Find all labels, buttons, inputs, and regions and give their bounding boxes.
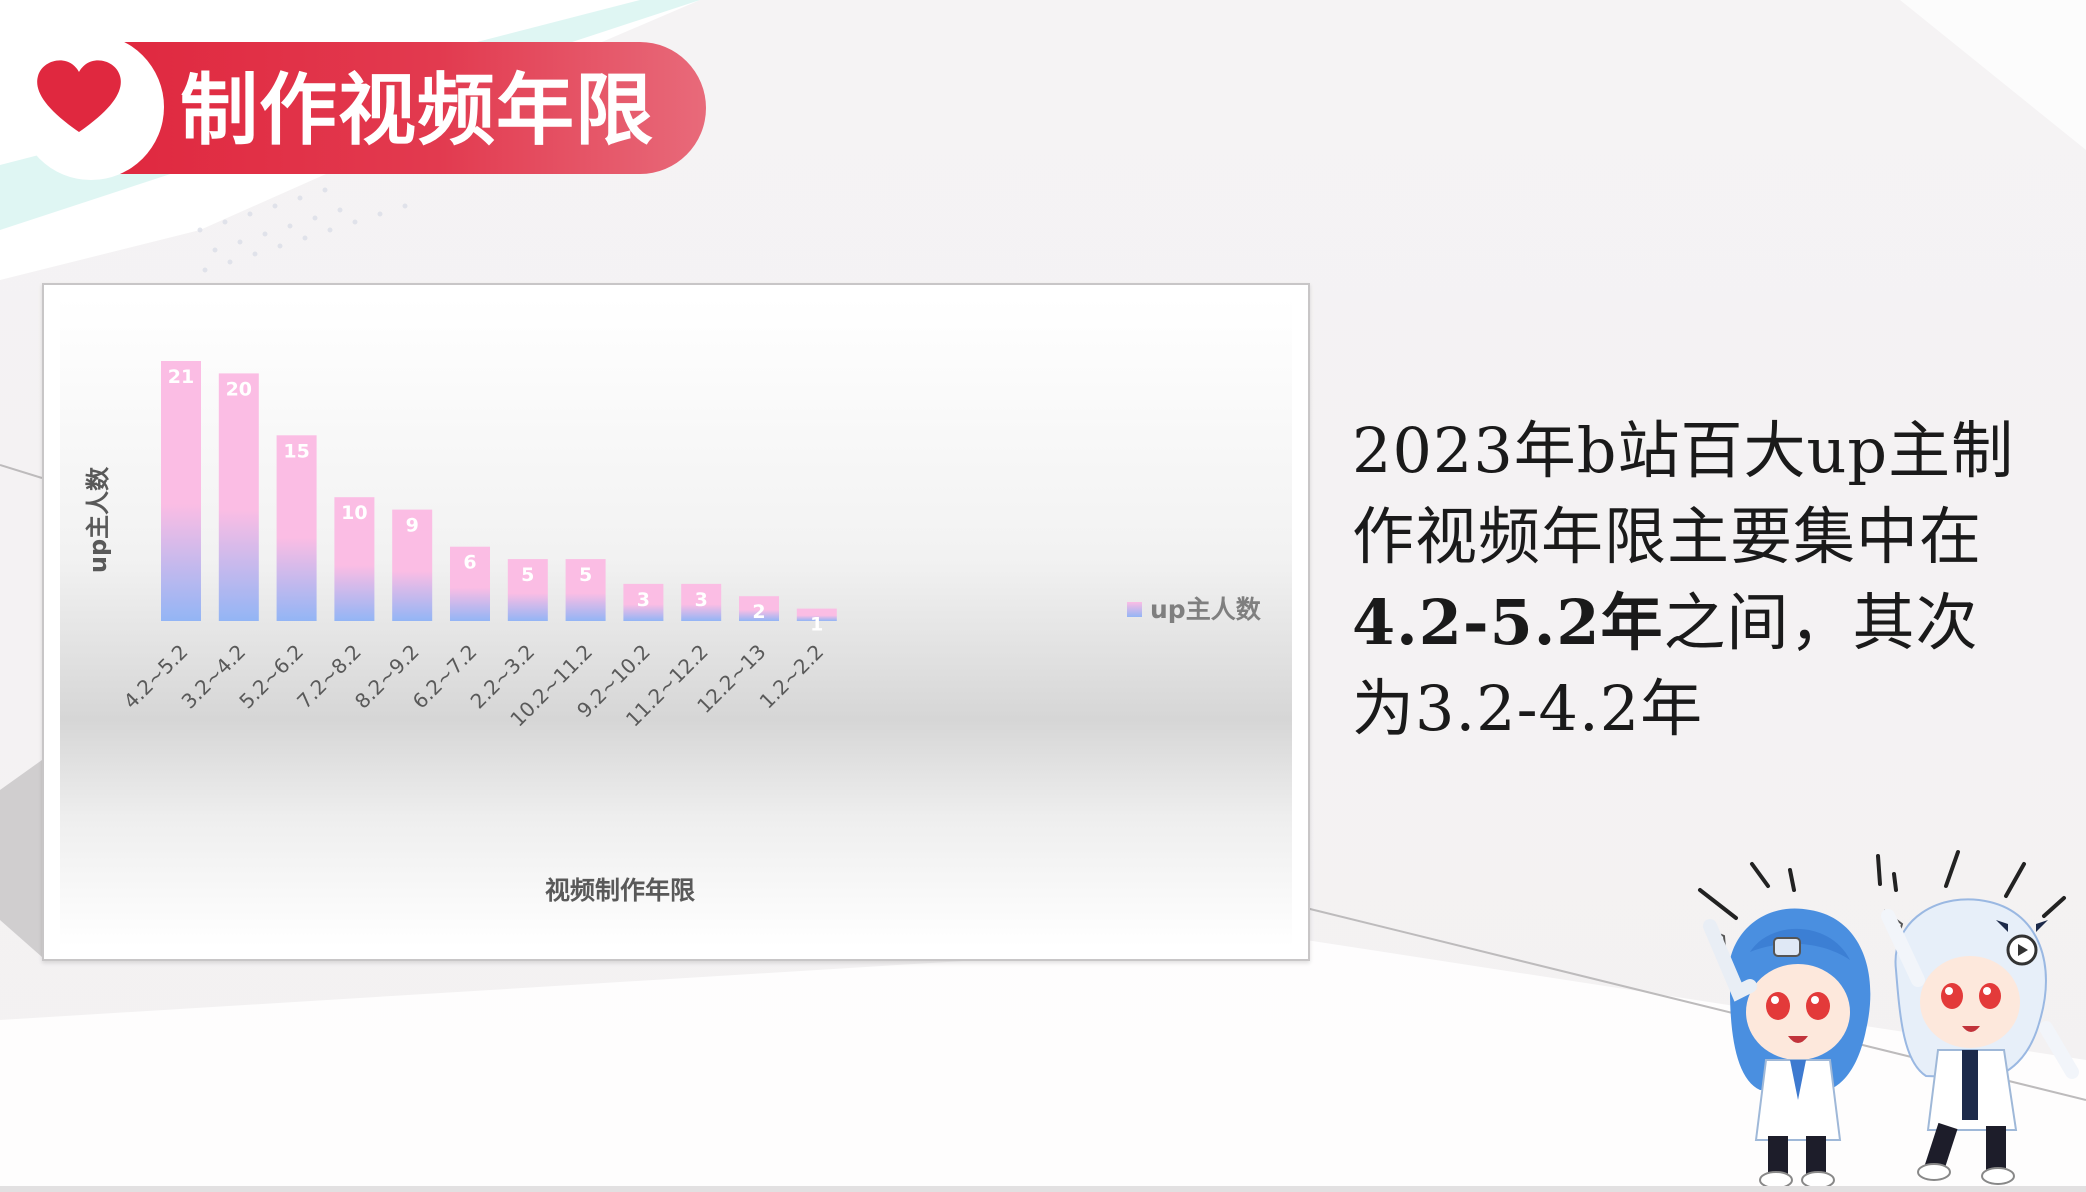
data-label: 21 xyxy=(168,366,194,388)
data-label: 2 xyxy=(752,601,765,623)
legend: up主人数 xyxy=(1127,595,1262,624)
data-label: 10 xyxy=(341,502,367,524)
bar xyxy=(334,497,375,621)
data-label: 5 xyxy=(521,564,534,586)
plot-background xyxy=(60,297,1292,947)
data-label: 6 xyxy=(463,552,476,574)
mascot-left xyxy=(1703,908,1871,1189)
summary-line: 作视频年限主要集中在 xyxy=(1352,500,1983,573)
bar xyxy=(392,509,433,621)
title-banner xyxy=(110,42,706,174)
data-label: 15 xyxy=(283,440,309,462)
chart-card: 21 20 15 10 9 6 5 5 3 3 2 1 4.2~5.2 3.2~4.2 5.2~6.2 7.… xyxy=(42,283,1310,961)
summary-highlight: 4.2-5.2年 xyxy=(1352,586,1664,659)
bar xyxy=(623,583,664,621)
slide-title: 制作视频年限 xyxy=(180,65,655,156)
bar xyxy=(739,596,779,621)
data-label: 9 xyxy=(406,515,419,537)
heart-icon xyxy=(37,60,121,132)
summary-text: 2023年b站百大up主制 作视频年限主要集中在 4.2-5.2年之间，其次 为… xyxy=(1352,408,2072,752)
x-axis-label: 视频制作年限 xyxy=(545,876,695,905)
bar xyxy=(218,373,259,621)
bar xyxy=(161,361,201,621)
summary-line: 2023年b站百大up主制 xyxy=(1352,414,2015,487)
summary-line: 4.2-5.2年之间，其次 xyxy=(1352,580,2072,666)
data-label: 3 xyxy=(695,589,708,611)
bar xyxy=(507,559,548,621)
footer-divider xyxy=(0,1186,2086,1192)
data-label: 1 xyxy=(810,614,823,636)
data-label: 5 xyxy=(579,564,592,586)
mascot-illustration xyxy=(1698,850,2079,1189)
data-label: 20 xyxy=(226,378,252,400)
data-label: 3 xyxy=(637,589,650,611)
bar xyxy=(276,435,317,621)
summary-line-rest: 之间，其次 xyxy=(1663,586,1979,659)
bar xyxy=(565,559,606,621)
y-axis-label: up主人数 xyxy=(84,466,112,573)
bar xyxy=(796,608,837,621)
legend-label: up主人数 xyxy=(1150,595,1262,624)
legend-swatch xyxy=(1127,602,1142,617)
bar xyxy=(681,583,722,621)
mascot-right xyxy=(1881,898,2079,1185)
summary-line: 为3.2-4.2年 xyxy=(1352,672,1704,745)
bar xyxy=(450,546,490,621)
